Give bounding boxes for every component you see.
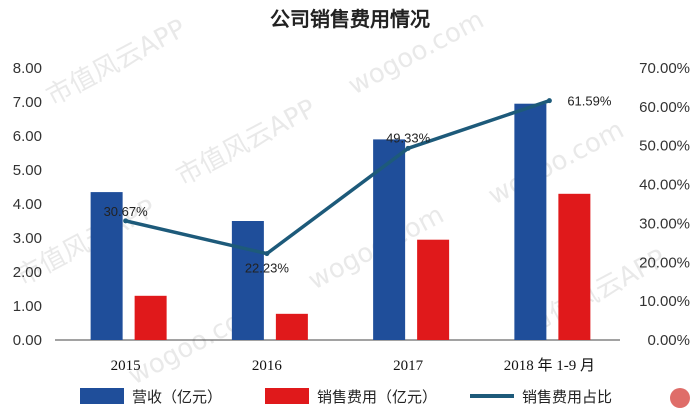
ratio-data-label: 61.59% <box>567 94 612 109</box>
ratio-line-path <box>125 99 550 256</box>
y-left-tick-label: 3.00 <box>13 230 42 247</box>
x-tick-label: 2018 年 1-9 月 <box>504 357 595 374</box>
x-tick-label: 2017 <box>393 358 424 374</box>
ratio-line <box>123 98 552 257</box>
legend-swatch <box>80 388 124 404</box>
y-right-tick-label: 20.00% <box>639 254 690 271</box>
ratio-point <box>546 98 552 104</box>
revenue-bar <box>231 221 264 340</box>
legend-swatch <box>265 388 309 404</box>
seal-shape <box>670 388 690 408</box>
ratio-data-label: 30.67% <box>104 204 149 219</box>
ratio-data-label: 22.23% <box>245 261 290 276</box>
ratio-point <box>123 218 129 224</box>
legend-ratio: 销售费用占比 <box>470 388 612 406</box>
y-right-tick-label: 0.00% <box>647 332 690 349</box>
legend-label: 营收（亿元） <box>132 388 222 406</box>
y-left-tick-label: 2.00 <box>13 264 42 281</box>
x-tick-label: 2015 <box>111 358 141 374</box>
bars <box>90 103 591 340</box>
sales-expense-bar <box>558 193 591 340</box>
y-left-tick-label: 0.00 <box>13 332 42 349</box>
y-right-tick-label: 70.00% <box>639 60 690 77</box>
sales-expense-bar <box>275 313 308 340</box>
y-right-tick-label: 50.00% <box>639 138 690 155</box>
revenue-bar <box>514 103 547 340</box>
seal-stamp-icon <box>670 388 690 408</box>
ratio-data-label: 49.33% <box>386 130 431 145</box>
axes: 0.00 1.00 2.00 3.00 4.00 5.00 6.00 7.00 8.00 0.00… <box>13 60 690 374</box>
ratio-point <box>264 251 270 257</box>
y-left-tick-label: 1.00 <box>13 298 42 315</box>
y-left-tick-label: 6.00 <box>13 128 42 145</box>
watermark-text: 市值风云APP <box>172 94 321 192</box>
y-left-tick-label: 4.00 <box>13 196 42 213</box>
y-right-tick-label: 10.00% <box>639 293 690 310</box>
legend-label: 销售费用（亿元） <box>317 388 437 406</box>
watermark-text: 市值风云APP <box>42 14 191 112</box>
sales-expense-bar <box>417 239 450 340</box>
y-left-tick-label: 8.00 <box>13 60 42 77</box>
y-left-tick-label: 5.00 <box>13 162 42 179</box>
y-left-tick-label: 7.00 <box>13 94 42 111</box>
watermark-text: wogoo.com <box>483 115 628 211</box>
sales-expense-bar <box>134 295 167 340</box>
revenue-bar <box>373 139 406 340</box>
y-right-tick-label: 60.00% <box>639 99 690 116</box>
legend-label: 销售费用占比 <box>522 388 612 406</box>
legend-revenue: 营收（亿元） <box>80 388 222 406</box>
y-right-tick-label: 30.00% <box>639 215 690 232</box>
ratio-point <box>405 145 411 151</box>
legend: 营收（亿元） 销售费用（亿元） 销售费用占比 <box>80 388 612 406</box>
y-right-tick-label: 40.00% <box>639 177 690 194</box>
data-labels: 30.67% 22.23% 49.33% 61.59% <box>104 94 612 276</box>
chart-title: 公司销售费用情况 <box>270 7 430 31</box>
legend-sales-expense: 销售费用（亿元） <box>265 388 437 406</box>
x-tick-label: 2016 <box>252 358 283 374</box>
revenue-bar <box>90 192 123 340</box>
